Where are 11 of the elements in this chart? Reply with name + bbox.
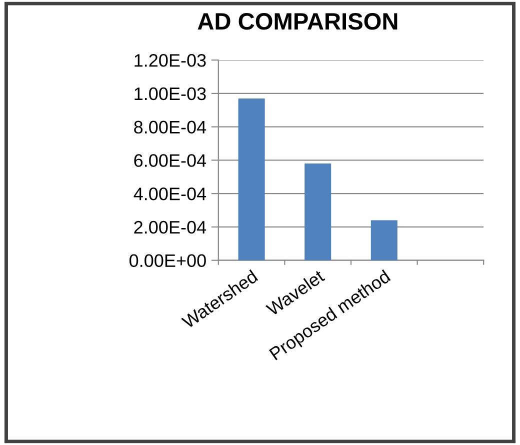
y-tick-label: 0.00E+00 bbox=[129, 254, 206, 268]
y-tick-label: 8.00E-04 bbox=[134, 120, 206, 134]
bar bbox=[238, 98, 265, 260]
y-tick-label: 4.00E-04 bbox=[134, 188, 206, 200]
y-tick-label: 1.20E-03 bbox=[134, 54, 206, 67]
chart-title: AD COMPARISON bbox=[198, 13, 398, 30]
y-tick-label: 1.00E-03 bbox=[134, 87, 206, 100]
y-tick-label: 6.00E-04 bbox=[134, 154, 206, 167]
bar bbox=[304, 164, 332, 260]
y-tick-label: 2.00E-04 bbox=[134, 220, 206, 234]
bar bbox=[370, 220, 398, 260]
